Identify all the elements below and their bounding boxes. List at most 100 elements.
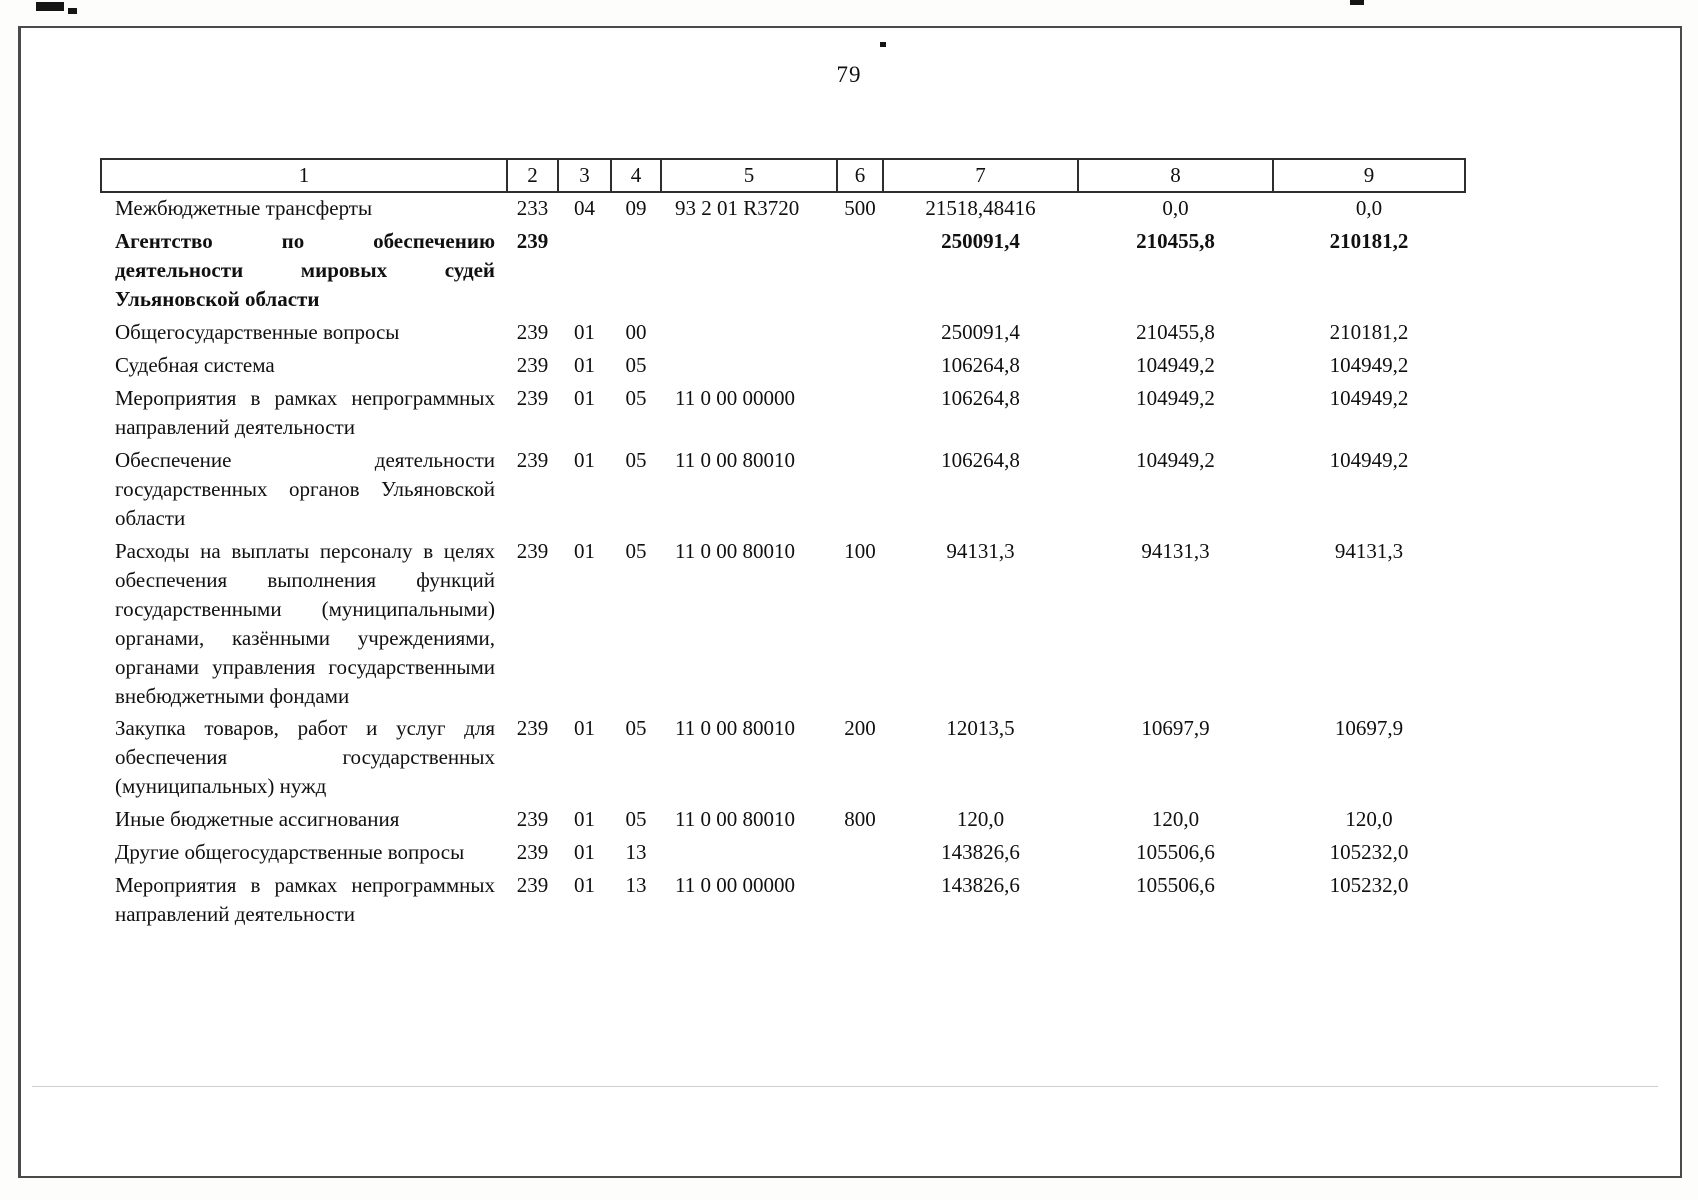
cell-amount-col9: 104949,2 [1329,352,1409,377]
table-row: Другие общегосударственные вопросы 239 0… [101,837,1465,870]
cell-grbs-code: 239 [516,840,549,865]
cell-amount-col8: 210455,8 [1136,228,1215,253]
column-header: 7 [882,158,1079,193]
cell-expense-type-code [837,317,883,350]
cell-amount-col7: 106264,8 [941,447,1020,472]
column-header: 3 [557,158,612,193]
cell-subsection-code: 05 [625,352,647,377]
cell-amount-col9: 120,0 [1345,807,1393,832]
cell-subsection-code: 05 [625,538,647,563]
cell-target-article-code: 11 0 00 00000 [675,873,795,898]
cell-subsection-code: 09 [625,196,647,220]
table-row: Обеспечение деятельности государственных… [101,445,1465,536]
cell-amount-col9: 104949,2 [1329,447,1409,472]
cell-target-article-code [661,350,837,383]
cell-description: Обеспечение деятельности государственных… [115,447,495,530]
cell-amount-col8: 94131,3 [1141,538,1210,563]
cell-target-article-code: 11 0 00 80010 [675,716,795,741]
cell-amount-col7: 143826,6 [941,840,1020,865]
cell-subsection-code: 13 [625,840,647,865]
table-row: Мероприятия в рамках непрограммных напра… [101,870,1465,932]
cell-amount-col8: 210455,8 [1136,319,1215,344]
column-header: 6 [836,158,884,193]
cell-target-article-code: 11 0 00 00000 [675,385,795,410]
cell-description: Расходы на выплаты персоналу в целях обе… [115,538,495,708]
cell-subsection-code: 13 [625,873,647,898]
cell-subsection-code [611,226,661,317]
cell-target-article-code [661,317,837,350]
cell-expense-type-code [837,350,883,383]
table-row: Расходы на выплаты персоналу в целях обе… [101,536,1465,714]
cell-section-code: 01 [574,840,595,865]
cell-subsection-code: 05 [625,447,647,472]
column-header: 8 [1077,158,1274,193]
cell-amount-col8: 104949,2 [1136,385,1215,410]
cell-amount-col8: 120,0 [1151,807,1200,832]
cell-grbs-code: 239 [516,447,549,472]
cell-amount-col7: 106264,8 [941,385,1020,410]
cell-amount-col8: 0,0 [1162,196,1189,220]
cell-section-code: 01 [574,716,595,741]
cell-target-article-code [661,226,837,317]
cell-description: Мероприятия в рамках непрограммных напра… [115,873,495,927]
cell-amount-col7: 94131,3 [946,538,1015,563]
cell-section-code: 01 [574,352,595,377]
cell-grbs-code: 239 [516,873,549,898]
cell-description: Общегосударственные вопросы [115,319,400,344]
cell-amount-col9: 210181,2 [1329,319,1409,344]
cell-section-code: 01 [574,447,595,472]
cell-description: Другие общегосударственные вопросы [115,840,465,865]
cell-grbs-code: 233 [516,196,549,220]
cell-amount-col7: 21518,48416 [925,196,1036,220]
cell-section-code: 01 [574,538,595,563]
cell-target-article-code: 11 0 00 80010 [675,447,795,472]
cell-amount-col8: 105506,6 [1136,840,1215,865]
cell-subsection-code: 05 [625,385,647,410]
cell-amount-col7: 143826,6 [941,873,1020,898]
cell-amount-col9: 104949,2 [1329,385,1409,410]
scan-artifact [36,2,64,11]
column-header: 1 [100,158,508,193]
cell-target-article-code [661,837,837,870]
budget-table: 1 2 3 4 5 6 7 8 9 Межбюджетные трансферт… [100,158,1466,932]
cell-amount-col7: 250091,4 [941,228,1020,253]
cell-expense-type-code: 200 [844,716,876,741]
cell-grbs-code: 239 [516,352,549,377]
scan-artifact [880,42,886,47]
cell-amount-col9: 94131,3 [1334,538,1404,563]
cell-target-article-code: 11 0 00 80010 [675,538,795,563]
scan-artifact-line [32,1086,1658,1087]
table-row: Иные бюджетные ассигнования 239 01 05 11… [101,804,1465,837]
cell-amount-col9: 105232,0 [1329,840,1409,865]
cell-section-code: 01 [574,319,595,344]
cell-expense-type-code: 100 [844,538,876,563]
table-row: Общегосударственные вопросы 239 01 00 25… [101,317,1465,350]
cell-grbs-code: 239 [516,319,549,344]
cell-grbs-code: 239 [516,716,549,741]
cell-description: Закупка товаров, работ и услуг для обесп… [115,716,495,799]
cell-expense-type-code [837,837,883,870]
column-header: 5 [660,158,838,193]
cell-expense-type-code: 800 [844,807,876,832]
cell-description: Межбюджетные трансферты [115,196,373,220]
cell-section-code: 01 [574,385,595,410]
page-number: 79 [836,62,862,87]
table-header-row: 1 2 3 4 5 6 7 8 9 [100,158,1466,193]
cell-target-article-code: 93 2 01 R3720 [675,196,800,220]
table-row: Межбюджетные трансферты 233 04 09 93 2 0… [101,192,1465,226]
page-border-frame [18,26,1682,1178]
cell-amount-col9: 210181,2 [1329,228,1409,253]
cell-subsection-code: 05 [625,716,647,741]
cell-expense-type-code [837,870,883,932]
cell-expense-type-code [837,445,883,536]
cell-description: Судебная система [115,352,275,377]
cell-expense-type-code [837,226,883,317]
cell-subsection-code: 05 [625,807,647,832]
cell-section-code: 04 [574,196,595,220]
cell-grbs-code: 239 [516,385,549,410]
cell-amount-col9: 0,0 [1355,196,1383,220]
cell-amount-col7: 12013,5 [946,716,1015,741]
column-header: 2 [506,158,559,193]
cell-amount-col8: 104949,2 [1136,447,1215,472]
